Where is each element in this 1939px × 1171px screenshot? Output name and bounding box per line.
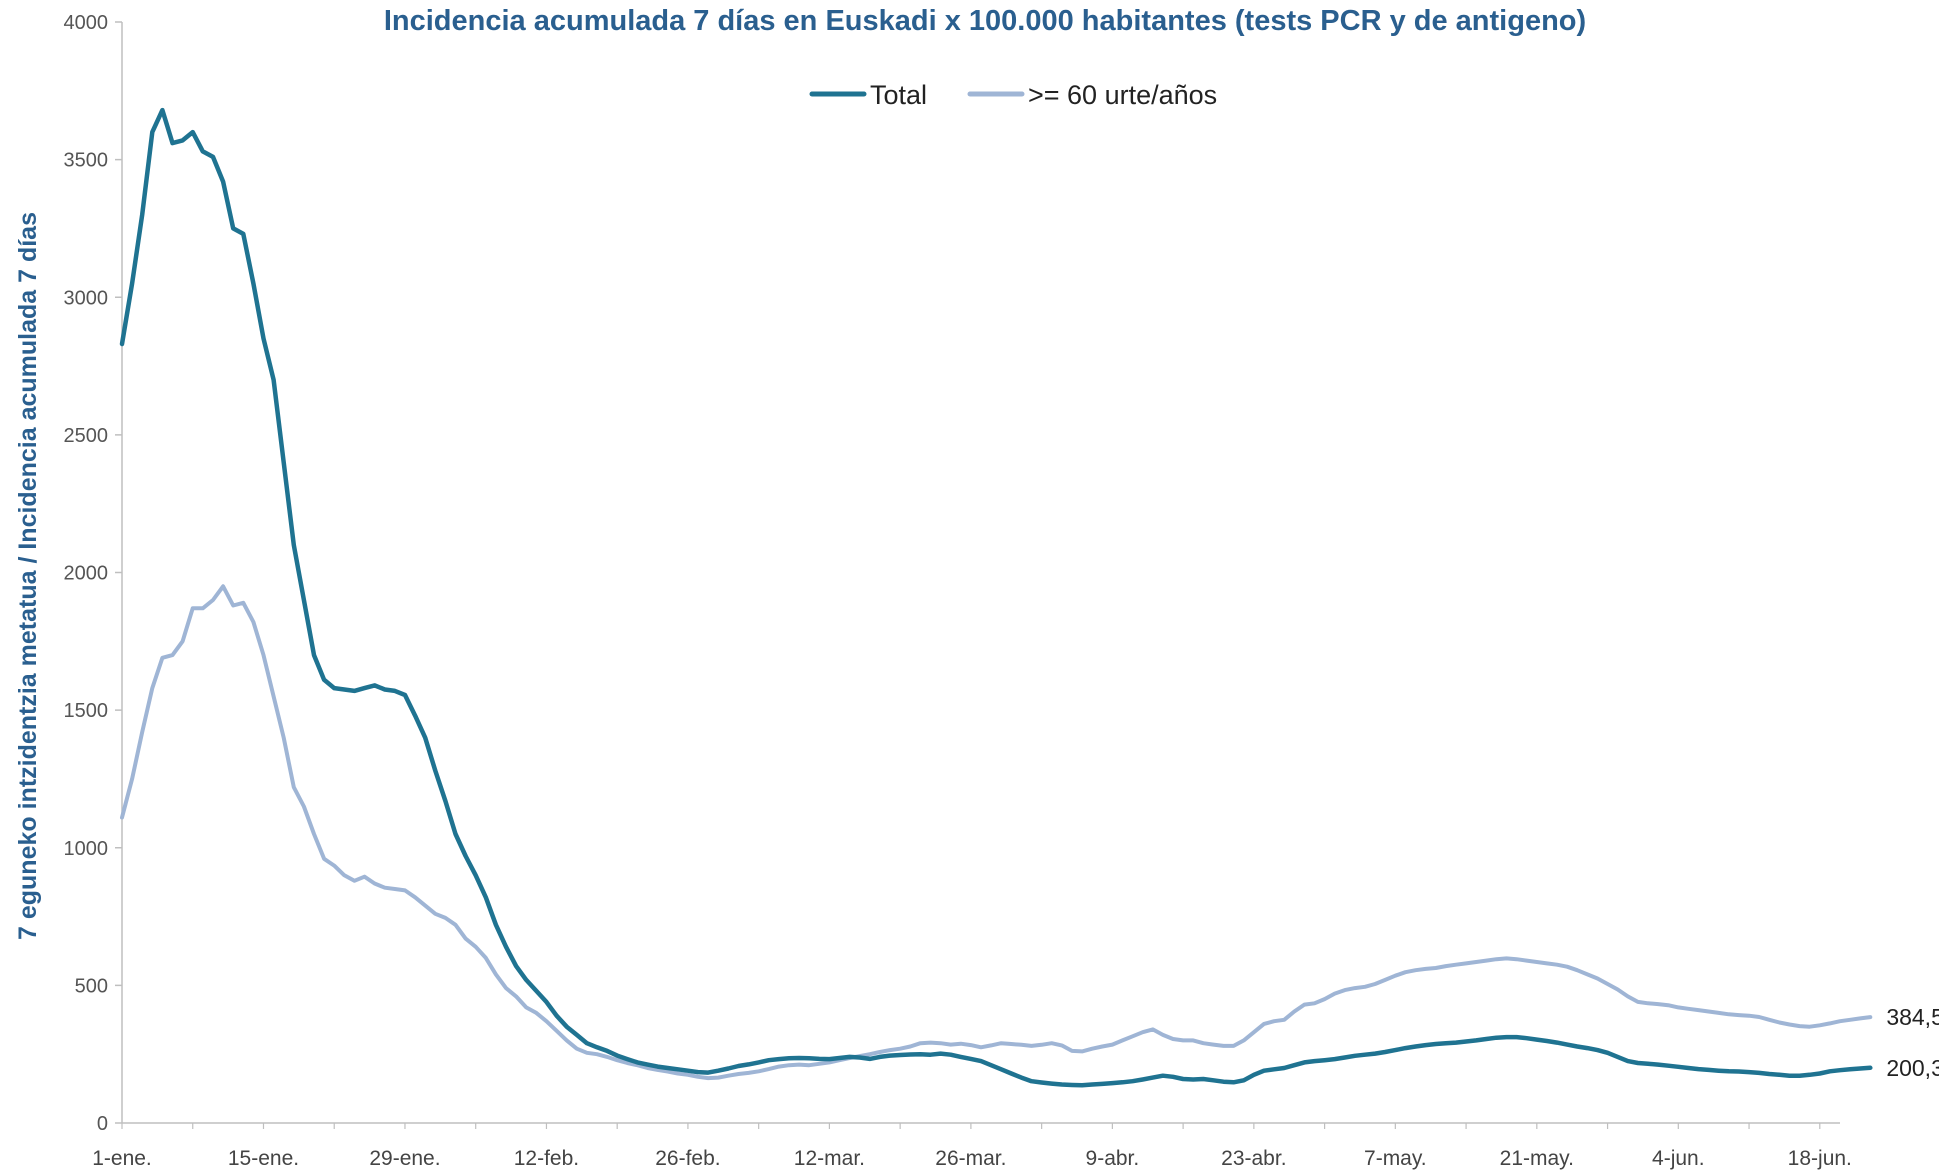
legend-label-60plus: >= 60 urte/años xyxy=(1028,80,1217,110)
x-tick-label: 12-feb. xyxy=(514,1147,579,1170)
legend-label-total: Total xyxy=(870,80,927,110)
x-tick-label: 23-abr. xyxy=(1221,1147,1286,1170)
x-tick-label: 4-jun. xyxy=(1652,1147,1705,1170)
chart-title: Incidencia acumulada 7 días en Euskadi x… xyxy=(384,5,1586,37)
x-tick-label: 7-may. xyxy=(1364,1147,1427,1170)
x-tick-label: 29-ene. xyxy=(369,1147,440,1170)
x-tick-label: 1-ene. xyxy=(92,1147,152,1170)
y-tick-label: 2000 xyxy=(64,563,109,585)
y-tick-label: 0 xyxy=(97,1113,108,1135)
end-label-total: 200,39 xyxy=(1886,1055,1939,1081)
y-axis: 0 500 1000 1500 2000 2500 3000 3500 4000 xyxy=(64,12,123,1135)
y-tick-label: 1500 xyxy=(64,700,109,722)
y-tick-label: 500 xyxy=(75,975,108,997)
x-tick-label: 26-mar. xyxy=(935,1147,1006,1170)
end-labels: 384,58 200,39 xyxy=(1886,1004,1939,1081)
y-tick-label: 2500 xyxy=(64,425,109,447)
y-axis-label: 7 eguneko intzidentzia metatua / Inciden… xyxy=(14,212,42,940)
x-axis: 1-ene. 15-ene. 29-ene. 12-feb. 26-feb. 12-mar… xyxy=(92,1122,1852,1170)
y-tick-label: 1000 xyxy=(64,838,109,860)
series-lines xyxy=(119,107,1873,1088)
legend: Total >= 60 urte/años xyxy=(809,80,1217,110)
y-tick-label: 3000 xyxy=(64,287,109,309)
series-line-60plus xyxy=(120,584,1873,1081)
y-tick-label: 3500 xyxy=(64,150,109,172)
x-tick-label: 9-abr. xyxy=(1086,1147,1140,1170)
x-tick-label: 18-jun. xyxy=(1788,1147,1852,1170)
x-tick-label: 15-ene. xyxy=(228,1147,299,1170)
y-tick-label: 4000 xyxy=(64,12,109,34)
series-line-total xyxy=(119,107,1873,1088)
x-tick-label: 12-mar. xyxy=(794,1147,865,1170)
x-tick-label: 21-may. xyxy=(1500,1147,1574,1170)
x-tick-label: 26-feb. xyxy=(655,1147,720,1170)
end-label-60plus: 384,58 xyxy=(1886,1004,1939,1030)
